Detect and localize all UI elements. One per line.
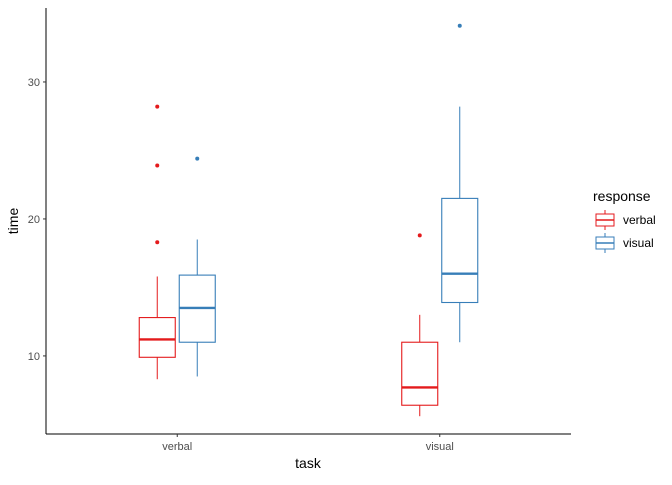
box-visual-visual [441,23,479,343]
box-iqr [138,317,176,358]
y-tick-label: 10 [28,351,40,363]
outlier-point [155,104,160,109]
outlier-point [195,156,200,161]
legend-label: verbal [623,213,656,227]
outlier-point [457,23,462,28]
y-tick-label: 20 [28,214,40,226]
y-tick-label: 30 [28,77,40,89]
box-iqr [441,197,479,304]
box-visual-verbal [178,156,216,377]
legend-item-verbal: verbal [595,210,656,230]
outlier-point [155,163,160,168]
legend-item-visual: visual [595,233,654,253]
box-iqr [401,341,439,406]
outlier-point [417,233,422,238]
outlier-point [155,240,160,245]
legend: response verbal visual [593,188,656,253]
x-axis-label: task [295,455,322,471]
legend-title: response [593,188,651,204]
y-axis-label: time [5,208,21,235]
x-ticks: verbal visual [162,434,454,453]
x-tick-label: verbal [162,441,192,453]
y-ticks: 10 20 30 [28,77,46,363]
box-verbal-visual [401,233,439,417]
legend-label: visual [623,236,654,250]
box-verbal-verbal [138,104,176,380]
plot-marks [138,23,479,417]
x-tick-label: visual [426,441,454,453]
